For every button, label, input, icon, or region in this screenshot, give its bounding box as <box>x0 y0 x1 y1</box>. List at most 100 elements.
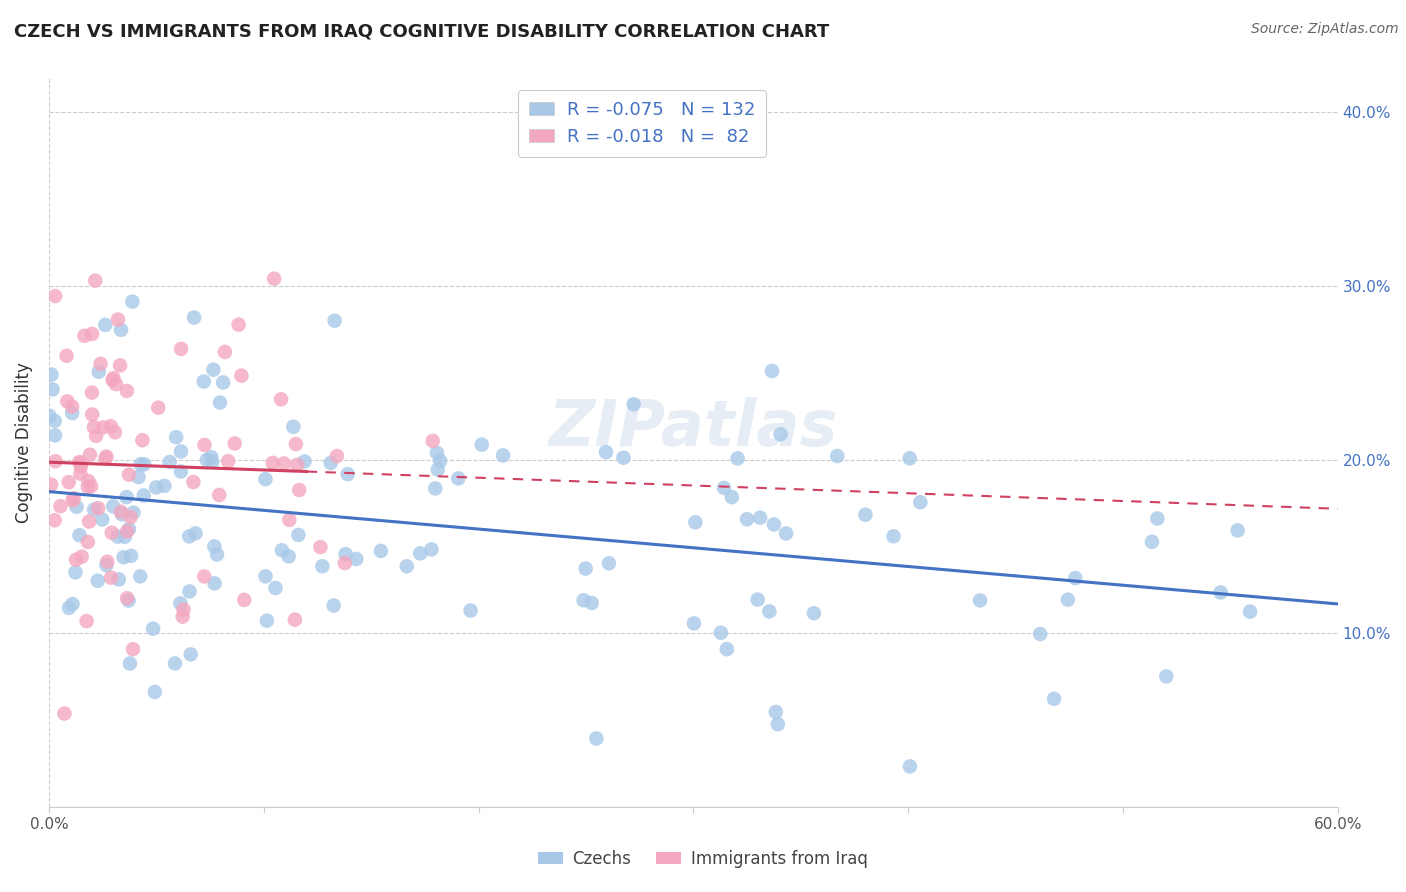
Point <box>425 482 447 496</box>
Point <box>132 488 155 502</box>
Point <box>58 600 80 615</box>
Point <box>65 500 87 514</box>
Point <box>370 544 392 558</box>
Point <box>713 481 735 495</box>
Point <box>231 368 253 383</box>
Point <box>336 467 359 482</box>
Point <box>170 444 193 458</box>
Point <box>96 450 118 464</box>
Point <box>758 604 780 618</box>
Point <box>49 500 72 514</box>
Point <box>96 555 118 569</box>
Point <box>62 493 84 508</box>
Point <box>44 414 66 428</box>
Point <box>111 508 134 522</box>
Point <box>319 456 342 470</box>
Point <box>41 383 63 397</box>
Point <box>284 437 307 451</box>
Point <box>263 271 285 285</box>
Point <box>762 517 785 532</box>
Point <box>1146 511 1168 525</box>
Point <box>775 526 797 541</box>
Point <box>82 408 104 422</box>
Point <box>204 576 226 591</box>
Point <box>38 409 60 423</box>
Point <box>112 550 135 565</box>
Point <box>183 310 205 325</box>
Point <box>1156 669 1178 683</box>
Point <box>163 657 186 671</box>
Point <box>77 535 100 549</box>
Point <box>256 614 278 628</box>
Point <box>217 454 239 468</box>
Point <box>323 313 346 327</box>
Point <box>193 569 215 583</box>
Point <box>335 547 357 561</box>
Point <box>311 559 333 574</box>
Point <box>598 556 620 570</box>
Point <box>145 480 167 494</box>
Point <box>83 420 105 434</box>
Point <box>165 430 187 444</box>
Point <box>769 427 792 442</box>
Point <box>104 377 127 392</box>
Point <box>122 506 145 520</box>
Point <box>87 501 110 516</box>
Point <box>103 371 125 385</box>
Point <box>44 289 66 303</box>
Point <box>104 425 127 440</box>
Point <box>575 561 598 575</box>
Point <box>73 328 96 343</box>
Point <box>766 717 789 731</box>
Point <box>254 472 277 486</box>
Point <box>84 429 107 443</box>
Point <box>429 454 451 468</box>
Point <box>623 397 645 411</box>
Point <box>44 513 66 527</box>
Point <box>100 525 122 540</box>
Point <box>148 401 170 415</box>
Point <box>212 376 235 390</box>
Point <box>214 345 236 359</box>
Point <box>91 420 114 434</box>
Point <box>90 357 112 371</box>
Point <box>108 573 131 587</box>
Point <box>39 477 62 491</box>
Point <box>84 274 107 288</box>
Point <box>270 543 292 558</box>
Point <box>1239 605 1261 619</box>
Point <box>69 456 91 470</box>
Point <box>91 512 114 526</box>
Point <box>53 706 76 721</box>
Point <box>79 448 101 462</box>
Point <box>195 452 218 467</box>
Point <box>118 657 141 671</box>
Text: ZIPatlas: ZIPatlas <box>548 397 838 458</box>
Point <box>131 434 153 448</box>
Point <box>898 451 921 466</box>
Point <box>322 599 344 613</box>
Point <box>62 491 84 506</box>
Point <box>228 318 250 332</box>
Point <box>44 454 66 468</box>
Point <box>69 528 91 542</box>
Point <box>115 384 138 398</box>
Point <box>855 508 877 522</box>
Point <box>184 526 207 541</box>
Point <box>278 513 301 527</box>
Point <box>471 437 494 451</box>
Point <box>585 731 607 746</box>
Point <box>172 609 194 624</box>
Point <box>129 458 152 472</box>
Point <box>115 591 138 606</box>
Point <box>67 455 90 469</box>
Point <box>1209 585 1232 599</box>
Point <box>96 558 118 573</box>
Point <box>422 434 444 448</box>
Point <box>595 445 617 459</box>
Point <box>294 454 316 468</box>
Point <box>108 359 131 373</box>
Point <box>202 540 225 554</box>
Point <box>426 462 449 476</box>
Point <box>120 510 142 524</box>
